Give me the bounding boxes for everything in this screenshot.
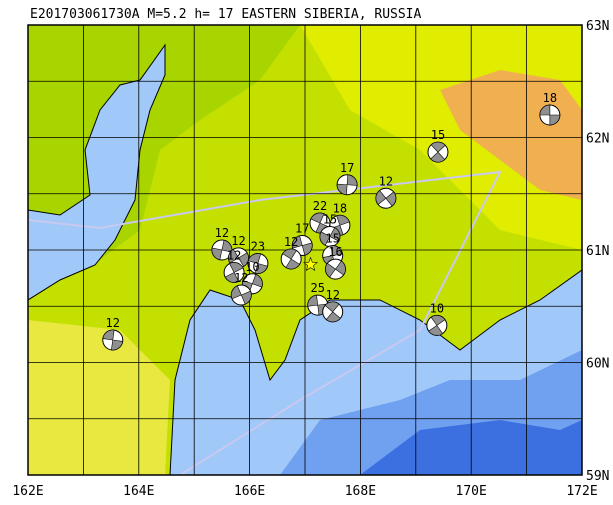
beachball-quadrant — [324, 301, 341, 323]
depth-label: 22 — [313, 199, 327, 213]
route — [28, 170, 502, 475]
y-tick-label: 63N — [586, 19, 609, 34]
depth-label: 17 — [295, 222, 309, 236]
depth-label: 12 — [234, 271, 248, 285]
x-tick-label: 164E — [123, 484, 154, 499]
x-tick-label: 172E — [566, 484, 597, 499]
beachball-quadrant — [319, 227, 341, 246]
y-tick-label: 59N — [586, 469, 609, 484]
beachball — [324, 258, 346, 280]
frame — [27, 24, 583, 476]
y-tick-label: 61N — [586, 244, 609, 259]
beachball — [280, 248, 302, 270]
beachball-quadrant — [539, 104, 561, 126]
epicenter — [303, 256, 318, 271]
beachball — [230, 284, 252, 306]
x-tick-label: 168E — [345, 484, 376, 499]
depth-label: 12 — [106, 316, 120, 330]
depth-label: 10 — [430, 301, 444, 315]
beachball — [426, 314, 448, 336]
depth-label: 10 — [245, 260, 259, 274]
beachball-quadrant — [102, 329, 124, 351]
depth-label: 12 — [215, 226, 229, 240]
upland — [28, 320, 170, 475]
depth-label: 17 — [340, 161, 354, 175]
depth-label: 25 — [311, 281, 325, 295]
y-tick-label: 62N — [586, 132, 609, 147]
depth-label: 12 — [284, 235, 298, 249]
depth-label: 15 — [323, 213, 337, 227]
x-tick-label: 170E — [456, 484, 487, 499]
depth-label: 12 — [379, 174, 393, 188]
beachball — [375, 187, 397, 209]
map-title: E201703061730A M=5.2 h= 17 EASTERN SIBER… — [30, 7, 422, 22]
beachball-quadrant — [224, 262, 244, 283]
beachball — [211, 239, 233, 261]
depth-label: 18 — [543, 91, 557, 105]
highland — [440, 70, 582, 200]
depth-label: 15 — [325, 232, 339, 246]
beachball-quadrant — [247, 253, 268, 274]
beachball — [102, 329, 124, 351]
beachball-quadrant — [325, 260, 346, 278]
beachball — [336, 174, 358, 196]
depth-label: 12 — [227, 249, 241, 263]
beachball-quadrant — [336, 174, 358, 196]
depth-label: 12 — [231, 234, 245, 248]
beachball-quadrant — [375, 190, 397, 207]
beachball-quadrant — [428, 315, 446, 336]
beachball — [223, 262, 245, 283]
beachball-quadrant — [430, 141, 446, 163]
beachball — [247, 253, 269, 274]
bay — [28, 43, 166, 301]
beachball-quadrant — [282, 248, 301, 270]
beachball-quadrant — [291, 235, 313, 256]
beachball — [322, 301, 344, 323]
y-tick-label: 60N — [586, 357, 609, 372]
beachball-quadrant — [231, 285, 252, 305]
x-tick-label: 162E — [12, 484, 43, 499]
depth-label: 12 — [325, 288, 339, 302]
beachball — [427, 141, 449, 163]
beachball — [539, 104, 561, 126]
depth-label: 18 — [333, 201, 347, 215]
x-tick-label: 166E — [234, 484, 265, 499]
depth-label: 23 — [251, 240, 265, 254]
depth-label: 16 — [328, 245, 342, 259]
depth-label: 15 — [431, 128, 445, 142]
